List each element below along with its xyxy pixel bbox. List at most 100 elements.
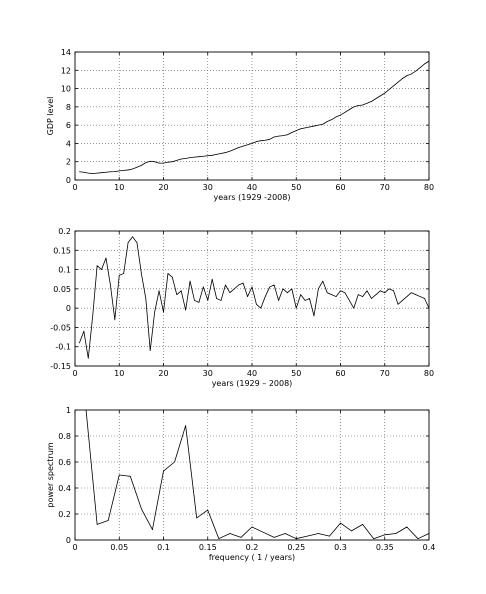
x-tick-label: 0.15 (199, 543, 217, 552)
data-point (410, 73, 412, 75)
data-point (371, 101, 372, 102)
x-tick-label: 0.25 (287, 543, 305, 552)
data-point (118, 474, 120, 476)
data-point (318, 533, 319, 534)
data-point (198, 156, 200, 158)
data-point (340, 114, 341, 116)
y-tick-label: -0.15 (50, 362, 71, 371)
data-point (107, 520, 109, 521)
y-tick-label: 0.1 (58, 266, 71, 275)
data-point (83, 330, 85, 332)
data-point (269, 286, 271, 288)
y-tick-label: 0.4 (58, 484, 71, 493)
data-point (218, 538, 220, 540)
data-point (326, 121, 328, 122)
data-point (176, 294, 178, 295)
x-tick-label: 40 (247, 369, 257, 378)
data-point (273, 136, 275, 138)
data-point (353, 307, 355, 309)
x-tick-label: 10 (114, 369, 124, 378)
x-tick-label: 50 (291, 183, 301, 192)
data-point (145, 298, 147, 299)
data-point (194, 156, 195, 158)
data-point (145, 162, 147, 163)
x-tick-label: 0 (72, 369, 77, 378)
y-tick-label: 0.8 (58, 432, 71, 441)
y-tick-label: -0.05 (50, 323, 71, 332)
data-point (331, 119, 332, 121)
data-point (118, 170, 120, 172)
data-point (406, 296, 408, 297)
data-point (174, 461, 175, 463)
axes-frame (74, 51, 430, 181)
data-point (313, 125, 315, 127)
data-point (260, 140, 262, 142)
data-point (180, 290, 182, 292)
data-point (269, 138, 271, 140)
data-point (287, 292, 288, 294)
data-point (185, 158, 186, 159)
data-point (282, 288, 284, 290)
y-tick-label: 4 (66, 139, 71, 148)
data-point (207, 509, 209, 511)
data-point (262, 531, 264, 533)
x-tick-label: 0 (72, 183, 77, 192)
data-point (424, 298, 425, 299)
y-tick-label: 0.15 (53, 246, 71, 255)
data-point (238, 147, 240, 148)
data-point (79, 171, 80, 173)
data-point (357, 105, 359, 106)
y-tick-label: 0.2 (58, 510, 71, 519)
data-point (349, 109, 350, 110)
series-line (85, 409, 430, 540)
data-point (202, 286, 204, 288)
x-tick-label: 80 (424, 183, 434, 192)
data-point (225, 284, 226, 286)
data-point (194, 300, 195, 301)
data-point (136, 242, 138, 243)
data-point (225, 152, 226, 153)
x-tick-label: 30 (203, 369, 213, 378)
data-point (366, 102, 368, 104)
data-point (141, 273, 142, 274)
data-point (273, 537, 275, 538)
data-point (141, 165, 142, 166)
data-point (278, 300, 279, 301)
data-point (110, 284, 111, 286)
data-point (114, 319, 116, 321)
data-point (379, 290, 381, 292)
y-tick-label: 8 (66, 103, 71, 112)
data-point (256, 303, 257, 305)
data-point (278, 135, 279, 137)
data-point (196, 517, 198, 519)
data-point (282, 135, 284, 137)
data-point (373, 538, 375, 540)
x-tick-label: 0 (72, 543, 77, 552)
data-point (114, 171, 116, 172)
y-tick-label: 0.2 (58, 227, 71, 236)
data-point (118, 275, 120, 276)
x-tick-label: 70 (380, 183, 390, 192)
data-point (402, 78, 403, 79)
x-tick-label: 0.35 (376, 543, 394, 552)
data-point (351, 530, 352, 532)
data-point (216, 298, 217, 299)
data-point (87, 172, 89, 174)
data-point (123, 273, 125, 274)
data-point (216, 154, 217, 155)
data-point (251, 526, 253, 528)
x-tick-label: 50 (291, 369, 301, 378)
x-tick-label: 30 (203, 183, 213, 192)
x-tick-label: 10 (114, 183, 124, 192)
data-point (397, 81, 399, 83)
data-point (415, 70, 417, 72)
x-tick-label: 0.1 (157, 543, 170, 552)
data-point (295, 307, 297, 309)
data-point (129, 475, 131, 477)
data-point (149, 160, 151, 162)
y-tick-label: 6 (66, 121, 71, 130)
data-point (92, 315, 94, 317)
data-point (207, 300, 209, 301)
data-point (284, 533, 286, 534)
